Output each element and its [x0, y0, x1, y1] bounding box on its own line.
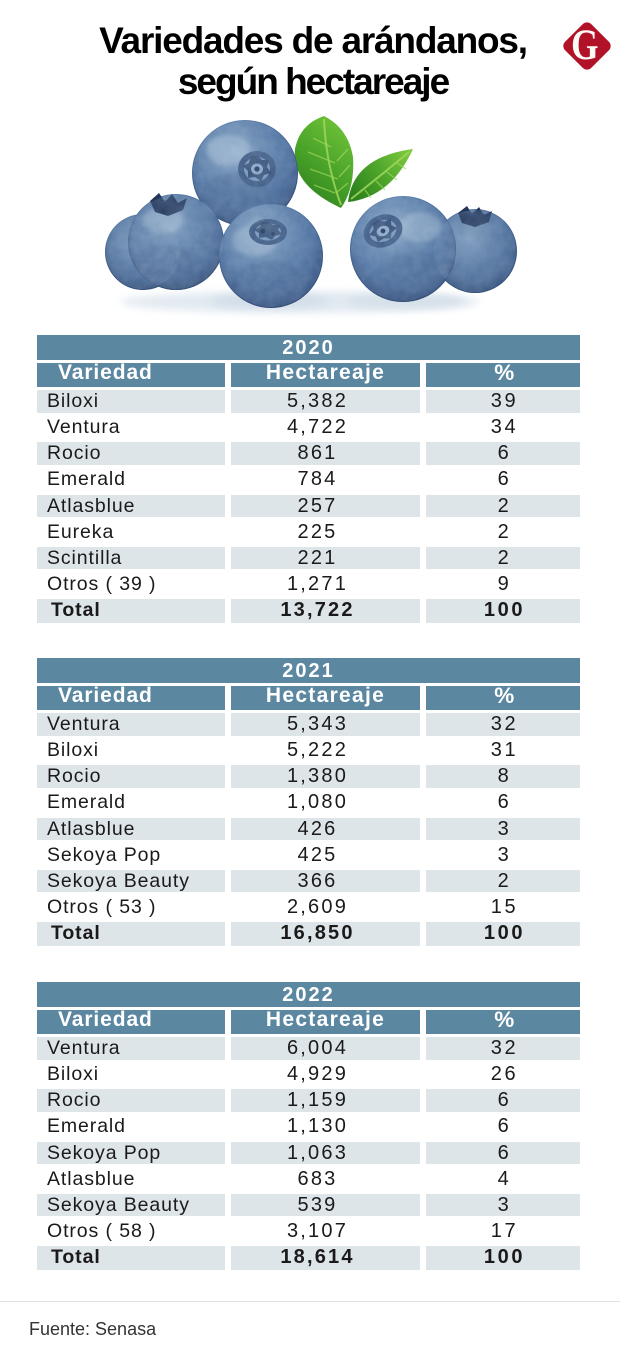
svg-text:G: G	[571, 22, 598, 69]
